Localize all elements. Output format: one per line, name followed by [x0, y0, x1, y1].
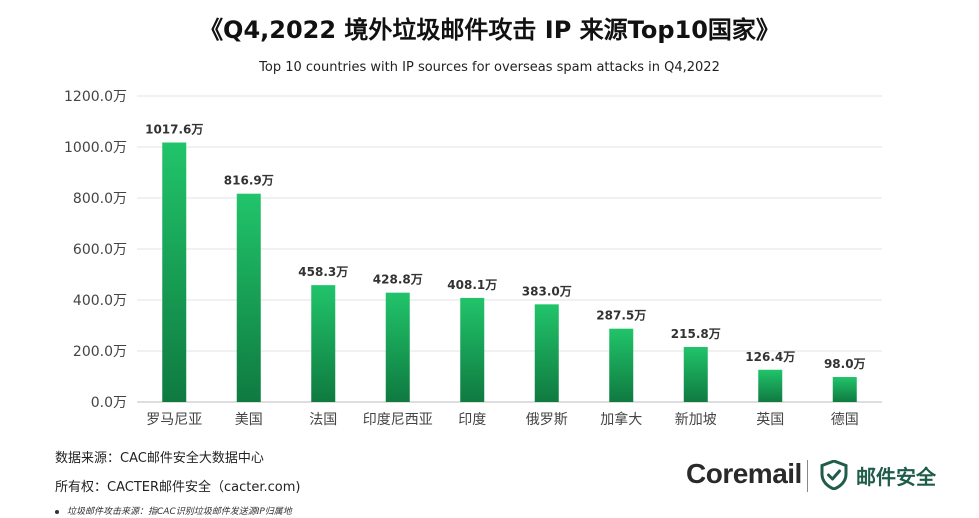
data-source: 数据来源：CAC邮件安全大数据中心: [55, 451, 264, 466]
chart-subtitle: Top 10 countries with IP sources for ove…: [259, 60, 720, 75]
x-tick-label: 英国: [756, 411, 784, 428]
bullet-icon: [55, 509, 59, 514]
y-tick-label: 800.0万: [73, 191, 127, 207]
x-tick-label: 印度尼西亚: [363, 412, 433, 428]
data-label: 383.0万: [522, 284, 572, 298]
bar: [162, 142, 187, 402]
y-tick-label: 200.0万: [73, 344, 127, 360]
y-tick-label: 1200.0万: [64, 89, 127, 105]
shield-check-icon: [820, 460, 848, 490]
bar: [758, 369, 783, 402]
bar: [832, 377, 857, 402]
product-name: 邮件安全: [856, 465, 936, 489]
bar: [609, 328, 634, 402]
data-label: 98.0万: [824, 357, 866, 371]
x-tick-label: 罗马尼亚: [146, 412, 202, 428]
data-label: 428.8万: [373, 273, 423, 287]
bar-chart: 0.0万 200.0万 400.0万 600.0万 800.0万 1000.0万 1200.…: [64, 89, 882, 428]
x-tick-label: 法国: [309, 412, 337, 428]
data-label: 458.3万: [298, 265, 348, 279]
data-labels: 1017.6万 816.9万 458.3万 428.8万 408.1万 383.0万 287…: [145, 123, 865, 371]
gridlines: [137, 95, 882, 403]
x-tick-label: 美国: [235, 412, 263, 428]
bar: [385, 292, 410, 402]
bar: [236, 193, 261, 402]
data-label: 408.1万: [447, 278, 497, 292]
logo-divider: [807, 460, 808, 492]
chart-title: 《Q4,2022 境外垃圾邮件攻击 IP 来源Top10国家》: [199, 16, 780, 44]
bar: [534, 304, 559, 402]
x-tick-label: 加拿大: [600, 411, 642, 428]
y-tick-label: 1000.0万: [64, 140, 127, 156]
bar: [683, 346, 708, 402]
data-label: 126.4万: [745, 350, 795, 364]
bar: [460, 297, 485, 402]
y-axis-ticks: 0.0万 200.0万 400.0万 600.0万 800.0万 1000.0万 1200.…: [64, 89, 127, 411]
x-tick-label: 德国: [831, 412, 859, 428]
x-axis-ticks: 罗马尼亚 美国 法国 印度尼西亚 印度 俄罗斯 加拿大 新加坡 英国 德国: [146, 411, 859, 428]
coremail-logo: Coremail: [686, 458, 802, 489]
data-label: 215.8万: [671, 327, 721, 341]
copyright: 所有权：CACTER邮件安全（cacter.com): [55, 480, 301, 495]
bars: [162, 142, 857, 402]
x-tick-label: 新加坡: [675, 412, 717, 428]
data-label: 287.5万: [596, 309, 646, 323]
bar: [311, 285, 336, 402]
y-tick-label: 400.0万: [73, 293, 127, 309]
x-tick-label: 印度: [458, 412, 486, 428]
footnote: 垃圾邮件攻击来源：指CAC识别垃圾邮件发送源IP归属地: [55, 504, 292, 517]
y-tick-label: 0.0万: [91, 395, 127, 411]
y-tick-label: 600.0万: [73, 242, 127, 258]
data-label: 816.9万: [224, 174, 274, 188]
x-tick-label: 俄罗斯: [526, 412, 568, 428]
data-label: 1017.6万: [145, 123, 203, 137]
footnote-text: 垃圾邮件攻击来源：指CAC识别垃圾邮件发送源IP归属地: [67, 507, 292, 517]
